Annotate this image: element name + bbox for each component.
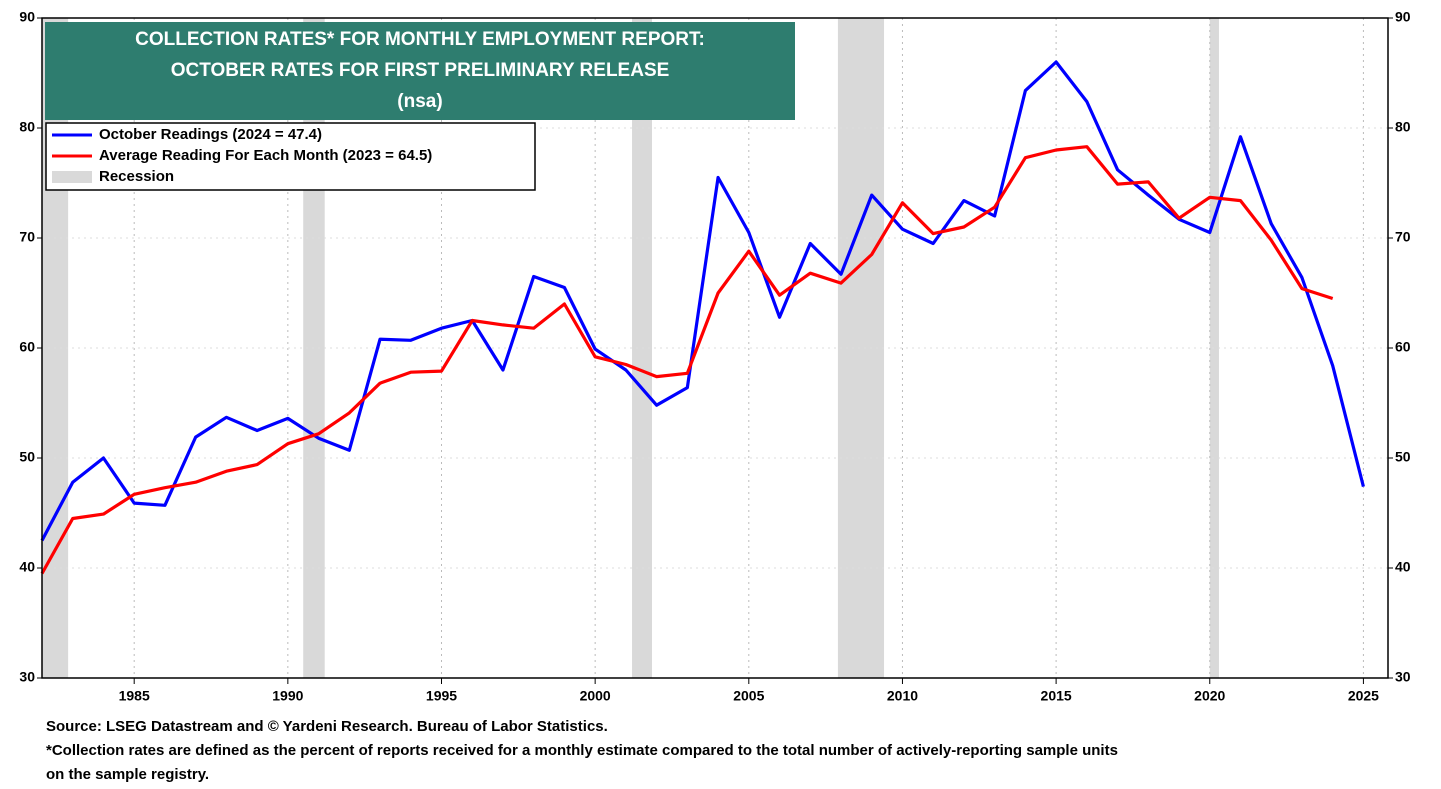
x-tick-label: 2015	[1041, 688, 1072, 704]
legend-label: Recession	[99, 168, 174, 185]
footnote: on the sample registry.	[46, 766, 209, 783]
legend-label: October Readings (2024 = 47.4)	[99, 126, 322, 143]
x-tick-label: 2025	[1348, 688, 1379, 704]
chart-title: (nsa)	[397, 91, 442, 112]
footnote: Source: LSEG Datastream and © Yardeni Re…	[46, 718, 608, 735]
series-line	[40, 145, 1334, 575]
chart-title: COLLECTION RATES* FOR MONTHLY EMPLOYMENT…	[135, 29, 705, 50]
chart-title: OCTOBER RATES FOR FIRST PRELIMINARY RELE…	[171, 60, 670, 81]
legend-box	[45, 122, 536, 191]
footnote: *Collection rates are defined as the per…	[46, 742, 1118, 759]
legend-label: Average Reading For Each Month (2023 = 6…	[99, 147, 432, 164]
x-tick-label: 1990	[272, 688, 303, 704]
y-tick-label: 50	[19, 449, 35, 465]
legend-swatch	[52, 171, 92, 183]
x-tick-label: 2020	[1194, 688, 1225, 704]
y-tick-label: 60	[19, 339, 35, 355]
y-tick-label: 40	[19, 559, 35, 575]
y-tick-label: 70	[19, 229, 35, 245]
x-tick-label: 2005	[733, 688, 764, 704]
y2-tick-label: 70	[1395, 229, 1411, 245]
y2-tick-label: 40	[1395, 559, 1411, 575]
y2-tick-label: 50	[1395, 449, 1411, 465]
recession-band	[1209, 18, 1219, 678]
y2-tick-label: 90	[1395, 9, 1411, 25]
y-tick-label: 80	[19, 119, 35, 135]
title-box	[45, 22, 795, 120]
x-tick-label: 1985	[119, 688, 150, 704]
plot-frame	[41, 17, 1389, 679]
y2-tick-label: 60	[1395, 339, 1411, 355]
x-tick-label: 2000	[580, 688, 611, 704]
y-tick-label: 30	[19, 669, 35, 685]
x-tick-label: 2010	[887, 688, 918, 704]
y2-tick-label: 30	[1395, 669, 1411, 685]
x-tick-label: 1995	[426, 688, 457, 704]
series-line	[40, 60, 1365, 542]
y-tick-label: 90	[19, 9, 35, 25]
y2-tick-label: 80	[1395, 119, 1411, 135]
